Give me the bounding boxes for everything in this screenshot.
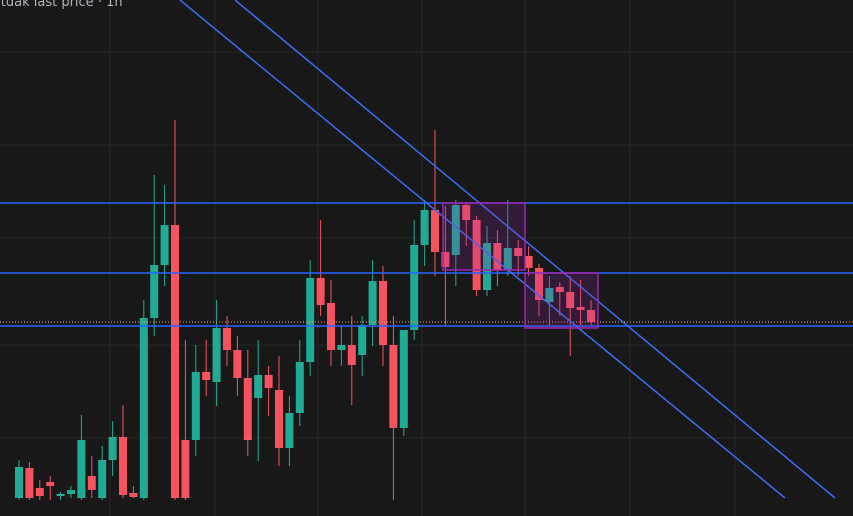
candle-body (545, 288, 554, 302)
candle-body (171, 225, 179, 498)
trend-line (179, 0, 786, 499)
candle-body (254, 375, 263, 398)
candle-body (347, 345, 356, 365)
candle-body (108, 437, 117, 460)
candle-body (368, 281, 377, 325)
rectangle-drawing (442, 202, 526, 271)
candle-body (316, 278, 325, 305)
candle-body (472, 220, 481, 290)
drawings (0, 0, 853, 499)
candle-body (306, 278, 315, 362)
candles (15, 120, 595, 500)
candle-body (212, 328, 221, 382)
rectangle-drawing (524, 272, 599, 329)
candle-body (566, 292, 575, 308)
candle-body (223, 328, 231, 350)
candle-body (243, 378, 252, 440)
candle-body (514, 248, 523, 256)
candle-body (420, 210, 429, 245)
candle-body (264, 375, 273, 388)
candle-body (275, 390, 283, 448)
candle-body (587, 310, 595, 322)
candle-body (181, 440, 190, 498)
candle-body (67, 490, 75, 494)
candle-body (358, 325, 367, 355)
candle-body (576, 307, 585, 310)
candle-body (535, 268, 543, 300)
candle-body (87, 476, 96, 490)
candle-body (150, 265, 159, 318)
candle-body (202, 372, 211, 380)
candle-body (431, 210, 439, 252)
candle-body (483, 243, 491, 290)
candle-body (233, 350, 242, 378)
candle-body (493, 243, 502, 270)
candle-body (139, 318, 148, 498)
candle-body (451, 205, 460, 255)
candle-body (56, 494, 65, 496)
candle-body (462, 205, 471, 220)
candle-body (389, 345, 398, 428)
candle-body (285, 413, 294, 448)
candle-body (555, 287, 564, 292)
candle-body (379, 281, 387, 345)
candle-body (15, 467, 23, 498)
candle-body (410, 245, 419, 330)
candle-body (35, 488, 44, 496)
candle-body (399, 330, 408, 428)
candle-body (441, 252, 450, 267)
candle-body (295, 362, 304, 413)
candle-body (160, 225, 169, 265)
candle-body (524, 256, 533, 268)
candle-body (46, 482, 55, 486)
candle-body (129, 493, 138, 497)
trend-line (234, 0, 836, 499)
candle-body (25, 468, 34, 498)
candle-body (337, 345, 346, 350)
candle-body (119, 437, 127, 495)
candle-body (77, 440, 86, 498)
candle-body (503, 248, 512, 270)
candle-body (191, 372, 200, 440)
candle-body (98, 460, 107, 498)
chart-title: stdak last price · 1h (0, 0, 123, 10)
